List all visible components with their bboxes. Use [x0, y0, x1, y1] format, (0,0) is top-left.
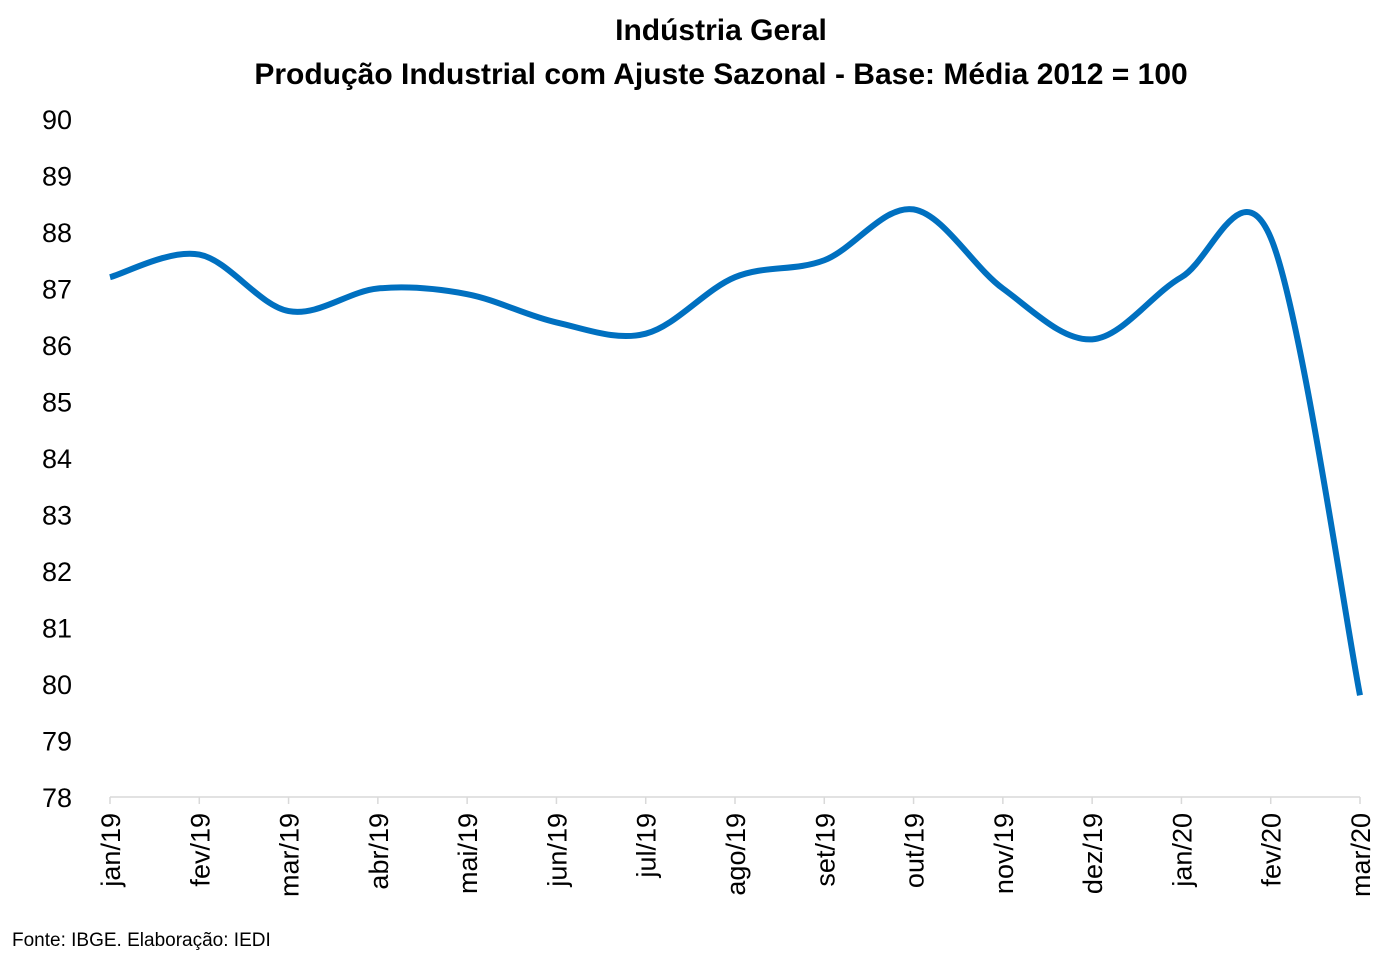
x-tick-label: mar/20 [1346, 813, 1376, 897]
y-tick-label: 82 [42, 557, 72, 587]
series-line [109, 206, 1363, 696]
y-tick-label: 80 [42, 670, 72, 700]
x-tick-label: jan/20 [1167, 813, 1197, 888]
x-tick-label: set/19 [810, 813, 840, 887]
y-tick-label: 85 [42, 388, 72, 418]
y-tick-label: 83 [42, 501, 72, 531]
y-tick-label: 79 [42, 727, 72, 757]
chart-title: Indústria Geral [615, 14, 827, 47]
y-tick-label: 90 [42, 105, 72, 135]
x-tick-label: jul/19 [632, 813, 662, 879]
x-tick-label: fev/19 [185, 813, 215, 887]
y-tick-label: 78 [42, 783, 72, 813]
y-tick-label: 84 [42, 444, 72, 474]
y-tick-label: 81 [42, 614, 72, 644]
x-tick-label: nov/19 [989, 813, 1019, 894]
y-tick-label: 89 [42, 162, 72, 192]
chart-subtitle: Produção Industrial com Ajuste Sazonal -… [254, 58, 1187, 91]
x-tick-label: abr/19 [364, 813, 394, 890]
y-tick-label: 87 [42, 275, 72, 305]
y-tick-label: 86 [42, 331, 72, 361]
x-tick-label: mai/19 [453, 813, 483, 894]
x-tick-label: out/19 [900, 813, 930, 888]
x-axis-tick-marks [109, 797, 1361, 804]
source-note: Fonte: IBGE. Elaboração: IEDI [12, 930, 271, 951]
x-tick-label: jan/19 [96, 813, 126, 888]
x-tick-label: ago/19 [721, 813, 751, 896]
x-tick-label: fev/20 [1257, 813, 1287, 887]
x-axis-tick-labels: jan/19 fev/19 mar/19 abr/19 mai/19 jun/19 jul/… [96, 813, 1376, 897]
x-tick-label: mar/19 [275, 813, 305, 897]
y-axis-tick-labels: 78 79 80 81 82 83 84 85 86 87 88 89 90 [42, 105, 72, 813]
x-tick-label: jun/19 [542, 813, 572, 888]
x-tick-label: dez/19 [1078, 813, 1108, 894]
y-tick-label: 88 [42, 218, 72, 248]
